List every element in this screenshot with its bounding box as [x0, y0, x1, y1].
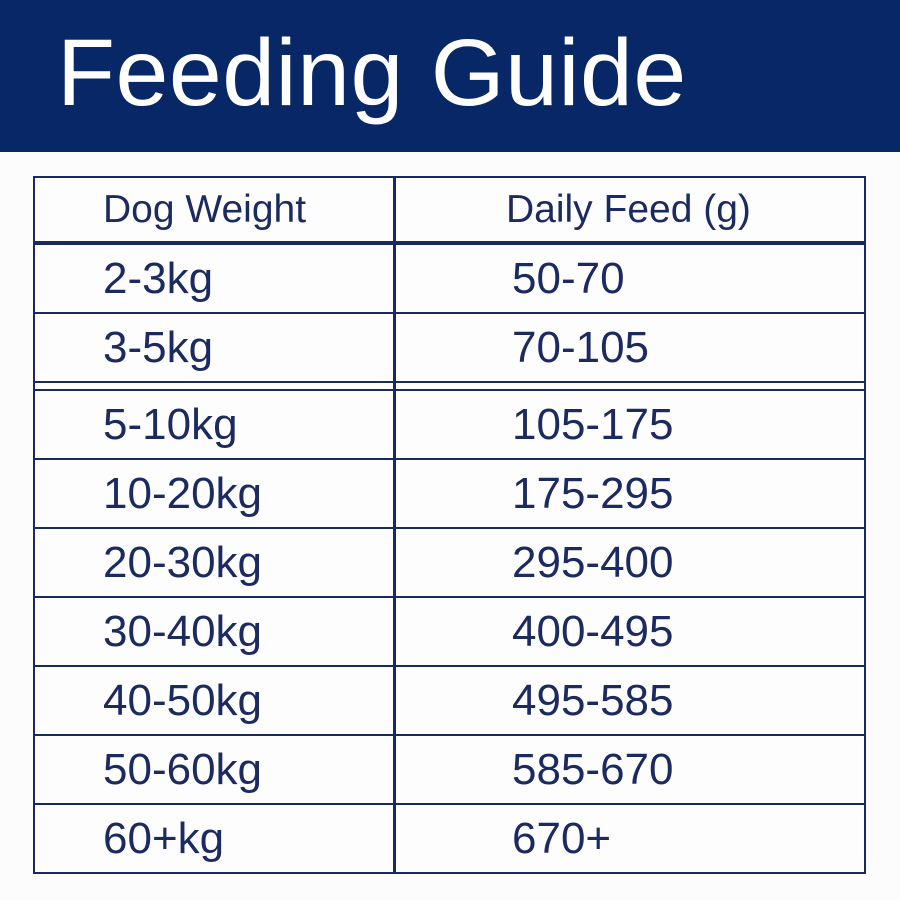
section-gap-left: [35, 383, 396, 389]
cell-dog-weight: 50-60kg: [35, 736, 396, 803]
cell-daily-feed: 175-295: [512, 468, 674, 518]
cell-daily-feed: 50-70: [512, 253, 625, 303]
table-row: 10-20kg 175-295: [35, 460, 864, 529]
cell-dog-weight: 30-40kg: [35, 598, 396, 665]
table-row: 50-60kg 585-670: [35, 736, 864, 805]
section-gap-divider: [35, 383, 864, 391]
table-row: 3-5kg 70-105: [35, 314, 864, 383]
cell-dog-weight: 5-10kg: [35, 391, 396, 458]
cell-dog-weight: 60+kg: [35, 805, 396, 872]
cell-daily-feed: 70-105: [512, 322, 650, 372]
cell-dog-weight: 40-50kg: [35, 667, 396, 734]
cell-dog-weight: 10-20kg: [35, 460, 396, 527]
table-header-row: Dog Weight Daily Feed (g): [35, 178, 864, 245]
cell-dog-weight: 2-3kg: [35, 245, 396, 312]
column-header-dog-weight: Dog Weight: [35, 178, 396, 241]
table-row: 60+kg 670+: [35, 805, 864, 872]
table-row: 2-3kg 50-70: [35, 245, 864, 314]
cell-daily-feed: 295-400: [512, 537, 674, 587]
cell-dog-weight: 3-5kg: [35, 314, 396, 381]
title-banner: Feeding Guide: [0, 0, 900, 152]
cell-dog-weight: 20-30kg: [35, 529, 396, 596]
column-header-daily-feed: Daily Feed (g): [506, 187, 751, 231]
table-row: 40-50kg 495-585: [35, 667, 864, 736]
cell-daily-feed: 585-670: [512, 744, 674, 794]
cell-daily-feed: 400-495: [512, 606, 674, 656]
cell-daily-feed: 495-585: [512, 675, 674, 725]
table-row: 30-40kg 400-495: [35, 598, 864, 667]
cell-daily-feed: 670+: [512, 813, 612, 863]
table-row: 20-30kg 295-400: [35, 529, 864, 598]
section-gap-right: [396, 383, 864, 389]
table-row: 5-10kg 105-175: [35, 391, 864, 460]
feeding-guide-table: Dog Weight Daily Feed (g) 2-3kg 50-70 3-…: [33, 176, 866, 874]
page-title: Feeding Guide: [57, 19, 687, 126]
cell-daily-feed: 105-175: [512, 399, 674, 449]
